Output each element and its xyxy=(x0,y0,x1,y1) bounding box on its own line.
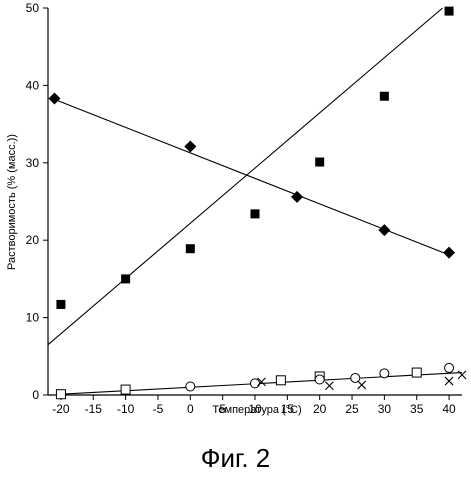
square-marker xyxy=(56,299,66,309)
y-tick-label: 20 xyxy=(26,233,40,247)
x-axis-title: Температура (°C) xyxy=(212,404,301,416)
x-tick-label: -5 xyxy=(153,402,164,416)
open-square-marker xyxy=(55,389,66,400)
x-tick-label: -20 xyxy=(52,402,70,416)
diamond-marker xyxy=(48,92,61,105)
square-marker xyxy=(444,6,454,16)
y-tick-label: 10 xyxy=(26,311,40,325)
open-circle-marker xyxy=(379,368,390,379)
x-tick-label: 10 xyxy=(248,402,262,416)
diamond-marker xyxy=(443,246,456,259)
y-axis-title: Растворимость (% (масс.)) xyxy=(6,134,18,270)
trendlines xyxy=(47,7,463,395)
cross-marker xyxy=(457,370,467,380)
square-marker xyxy=(379,91,389,101)
square-marker xyxy=(250,209,260,219)
square-marker xyxy=(315,157,325,167)
square-marker xyxy=(121,274,131,284)
open-circle-marker xyxy=(250,378,260,389)
x-tick-label: 35 xyxy=(410,402,424,416)
diamond-marker xyxy=(378,224,391,237)
open-square-marker xyxy=(120,384,131,395)
y-tick-label: 40 xyxy=(26,78,40,92)
trendline-series-1 xyxy=(54,98,450,256)
x-tick-label: 15 xyxy=(281,402,295,416)
x-tick-label: -10 xyxy=(117,402,135,416)
y-tick-label: 50 xyxy=(26,1,40,15)
x-tick-label: -15 xyxy=(85,402,103,416)
cross-marker xyxy=(357,380,367,390)
cross-marker xyxy=(444,376,454,386)
diamond-marker xyxy=(184,140,197,153)
y-tick-label: 30 xyxy=(26,156,40,170)
trendline-series-2 xyxy=(47,7,443,346)
x-tick-label: 0 xyxy=(187,402,194,416)
x-tick-label: 30 xyxy=(378,402,392,416)
x-tick-label: 5 xyxy=(219,402,226,416)
data-markers xyxy=(48,6,467,400)
x-tick-label: 40 xyxy=(442,402,456,416)
open-circle-marker xyxy=(444,362,455,373)
open-circle-marker xyxy=(314,374,325,385)
x-tick-label: 25 xyxy=(345,402,359,416)
open-circle-marker xyxy=(185,381,196,392)
diamond-marker xyxy=(291,190,304,203)
cross-marker xyxy=(257,377,266,387)
open-square-marker xyxy=(411,367,422,378)
open-square-marker xyxy=(275,375,286,386)
x-tick-label: 20 xyxy=(313,402,327,416)
y-tick-label: 0 xyxy=(32,388,39,402)
figure-caption: Фиг. 2 xyxy=(200,443,271,473)
square-marker xyxy=(185,244,195,254)
axes: -20 -15 -10 -5 0 5 10 15 20 25 30 35 40 0 10 20 30 40 50 xyxy=(26,1,462,416)
cross-marker xyxy=(325,381,334,391)
open-circle-marker xyxy=(350,372,361,383)
